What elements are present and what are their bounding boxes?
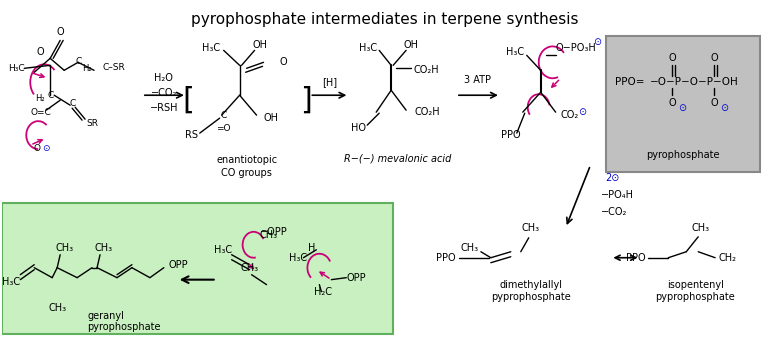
Text: OH: OH — [263, 113, 279, 123]
Text: CH₃: CH₃ — [691, 223, 710, 233]
FancyBboxPatch shape — [607, 37, 760, 172]
Text: ⊙: ⊙ — [594, 38, 601, 47]
Text: OH: OH — [404, 40, 419, 50]
Text: SR: SR — [86, 119, 98, 128]
Text: pyprophosphate: pyprophosphate — [655, 292, 735, 301]
Text: ⊙: ⊙ — [42, 144, 50, 152]
Text: O: O — [56, 27, 64, 38]
Text: PPO: PPO — [626, 253, 645, 263]
Text: H₃C: H₃C — [202, 43, 220, 53]
Text: OPP: OPP — [169, 260, 188, 270]
Text: ⊙: ⊙ — [578, 107, 587, 117]
Text: C–SR: C–SR — [102, 63, 124, 72]
Text: H₂: H₂ — [82, 64, 92, 73]
Text: CH₃: CH₃ — [48, 303, 66, 313]
Text: CH₃: CH₃ — [95, 243, 113, 253]
Text: CO₂H: CO₂H — [414, 107, 440, 117]
Text: CH₃: CH₃ — [461, 243, 479, 253]
Text: pyrophosphate: pyrophosphate — [647, 150, 720, 160]
Text: CH₃: CH₃ — [260, 230, 278, 240]
Text: C: C — [47, 91, 53, 100]
Text: R−(−) mevalonic acid: R−(−) mevalonic acid — [344, 153, 452, 163]
Text: O: O — [668, 98, 676, 108]
Text: H₂: H₂ — [35, 94, 45, 103]
Text: C: C — [76, 57, 82, 66]
Text: ⊙: ⊙ — [720, 103, 728, 113]
Text: −CO₂: −CO₂ — [601, 207, 627, 217]
Text: CO₂H: CO₂H — [413, 65, 439, 75]
Text: CO₂: CO₂ — [561, 110, 579, 120]
Text: geranyl: geranyl — [87, 311, 124, 320]
Text: RS: RS — [185, 130, 197, 140]
Text: OPP: OPP — [346, 273, 366, 283]
Text: isopentenyl: isopentenyl — [667, 280, 723, 290]
Text: CH₃: CH₃ — [521, 223, 540, 233]
Text: ⊙: ⊙ — [678, 103, 687, 113]
Text: CH₃: CH₃ — [55, 243, 73, 253]
Text: [: [ — [183, 86, 195, 115]
Text: =O: =O — [217, 124, 231, 132]
Text: O: O — [36, 47, 44, 57]
Text: PPO=: PPO= — [615, 77, 645, 87]
Text: H₃C: H₃C — [2, 277, 20, 287]
Text: H₃C: H₃C — [214, 245, 232, 255]
Text: pyrophosphate: pyrophosphate — [87, 321, 161, 332]
Text: −PO₄H: −PO₄H — [601, 190, 634, 200]
Text: 2⊙: 2⊙ — [605, 173, 620, 183]
Text: H₃C: H₃C — [290, 253, 308, 263]
Text: OH: OH — [252, 40, 267, 50]
Text: O: O — [34, 144, 41, 152]
Text: [H]: [H] — [322, 77, 337, 87]
Text: H₂O: H₂O — [154, 73, 174, 83]
Text: HO: HO — [351, 123, 366, 133]
Text: enantiotopic: enantiotopic — [216, 155, 277, 165]
Text: dimethylallyl: dimethylallyl — [499, 280, 562, 290]
Text: O: O — [668, 53, 676, 63]
Text: PPO: PPO — [501, 130, 521, 140]
Text: pyrophosphate intermediates in terpene synthesis: pyrophosphate intermediates in terpene s… — [191, 13, 579, 27]
Text: C: C — [220, 111, 227, 120]
Text: CO groups: CO groups — [221, 168, 272, 178]
Text: H₃C: H₃C — [8, 64, 25, 73]
Text: H: H — [308, 243, 315, 253]
Text: O: O — [710, 98, 718, 108]
Text: H₃C: H₃C — [359, 43, 377, 53]
Text: PPO: PPO — [436, 253, 456, 263]
Text: H₃C: H₃C — [506, 47, 524, 57]
Text: O: O — [710, 53, 718, 63]
Text: −RSH: −RSH — [150, 103, 178, 113]
Text: C: C — [69, 99, 75, 108]
FancyBboxPatch shape — [2, 203, 393, 335]
Text: −O−P−O−P−OH: −O−P−O−P−OH — [650, 77, 739, 87]
Text: O=C: O=C — [30, 108, 51, 117]
Text: CH₂: CH₂ — [718, 253, 737, 263]
Text: 3 ATP: 3 ATP — [465, 75, 492, 85]
Text: ]: ] — [300, 86, 313, 115]
Text: −OPP: −OPP — [260, 227, 287, 237]
Text: O: O — [280, 57, 287, 67]
Text: CH₃: CH₃ — [240, 263, 259, 273]
Text: H₂C: H₂C — [314, 287, 333, 297]
Text: −CO₂: −CO₂ — [151, 88, 177, 98]
Text: O−PO₃H: O−PO₃H — [556, 43, 597, 53]
Text: pyprophosphate: pyprophosphate — [491, 292, 571, 301]
